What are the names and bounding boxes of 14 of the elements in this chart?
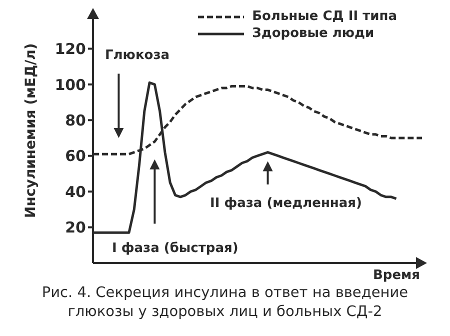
- legend-label: Здоровые люди: [252, 26, 374, 41]
- y-tick-label: 120: [54, 40, 86, 58]
- x-axis-title: Время: [372, 268, 420, 283]
- y-axis-title: Инсулинемия (мЕД/л): [22, 43, 39, 218]
- annotation: II фаза (медленная): [210, 196, 362, 211]
- y-tick-label: 80: [65, 111, 86, 130]
- legend-label: Больные СД II типа: [252, 9, 397, 24]
- y-tick-label: 40: [65, 182, 86, 201]
- annotation: Глюкоза: [105, 48, 170, 63]
- annotation: I фаза (быстрая): [112, 241, 238, 256]
- y-tick-label: 20: [65, 218, 86, 237]
- y-tick-label: 100: [54, 76, 86, 94]
- text: Рис. 4. Секреция инсулина в ответ на введение глюкозы у здоровых лиц и больных СД-2: [40, 284, 410, 322]
- y-tick-label: 60: [65, 147, 86, 166]
